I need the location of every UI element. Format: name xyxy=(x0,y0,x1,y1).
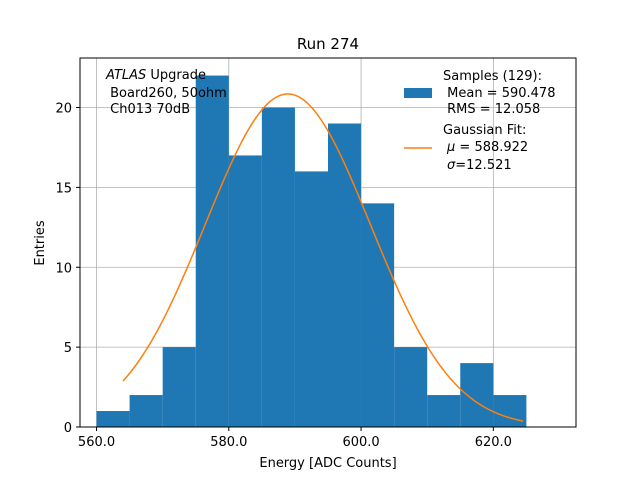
histogram-bar xyxy=(394,347,428,427)
chart-title: Run 274 xyxy=(297,35,359,53)
annotation-line-2: Board260, 50ohm xyxy=(106,86,227,101)
y-axis-ticks: 0 5 10 15 20 xyxy=(55,102,80,436)
legend-sigma-value: =12.521 xyxy=(455,158,511,173)
histogram-bar xyxy=(228,155,262,427)
y-tick-label: 10 xyxy=(55,261,72,276)
x-axis-ticks: 560.0 580.0 600.0 620.0 xyxy=(78,427,512,450)
x-tick-label: 620.0 xyxy=(475,435,512,450)
x-tick-label: 600.0 xyxy=(342,435,379,450)
legend-mu-value: = 588.922 xyxy=(455,140,528,155)
legend-sigma-symbol: σ xyxy=(447,158,456,173)
annotation-line-3: Ch013 70dB xyxy=(106,102,190,117)
histogram-bar xyxy=(294,171,328,427)
histogram-bar xyxy=(261,107,295,428)
y-tick-label: 0 xyxy=(64,421,72,436)
x-tick-label: 580.0 xyxy=(210,435,247,450)
histogram-bar xyxy=(427,395,461,427)
legend-samples-title: Samples (129): xyxy=(443,69,542,84)
legend-samples-rms: RMS = 12.058 xyxy=(443,102,540,117)
annotation-atlas: ATLAS xyxy=(105,68,146,83)
x-axis-label: Energy [ADC Counts] xyxy=(259,456,396,471)
y-tick-label: 5 xyxy=(64,341,72,356)
annotation-upgrade: Upgrade xyxy=(146,68,206,83)
histogram-bar xyxy=(361,203,395,427)
histogram-bar xyxy=(460,363,494,427)
histogram-bar xyxy=(195,75,229,428)
gaussian-fit-curve xyxy=(122,93,524,422)
annotation-block: ATLAS Upgrade Board260, 50ohm Ch013 70dB xyxy=(105,68,227,117)
legend-samples-mean: Mean = 590.478 xyxy=(443,86,555,101)
legend-mu-symbol: μ xyxy=(446,140,455,155)
legend-fit-sigma: σ=12.521 xyxy=(447,158,512,173)
histogram-bars xyxy=(96,75,527,428)
legend: Samples (129): Mean = 590.478 RMS = 12.0… xyxy=(404,69,555,173)
legend-fit-mu: μ = 588.922 xyxy=(446,140,528,155)
histogram-bar xyxy=(96,411,130,427)
annotation-line-1: ATLAS Upgrade xyxy=(105,68,206,83)
y-axis-label: Entries xyxy=(33,220,48,266)
legend-fit-title: Gaussian Fit: xyxy=(443,123,526,138)
y-tick-label: 20 xyxy=(55,102,72,117)
legend-samples-swatch xyxy=(404,88,432,98)
plot-frame xyxy=(79,57,577,428)
histogram-bar xyxy=(328,123,362,428)
histogram-bar xyxy=(162,347,196,427)
y-tick-label: 15 xyxy=(55,181,72,196)
histogram-bar xyxy=(493,395,527,427)
x-tick-label: 560.0 xyxy=(78,435,115,450)
histogram-bar xyxy=(129,395,163,427)
